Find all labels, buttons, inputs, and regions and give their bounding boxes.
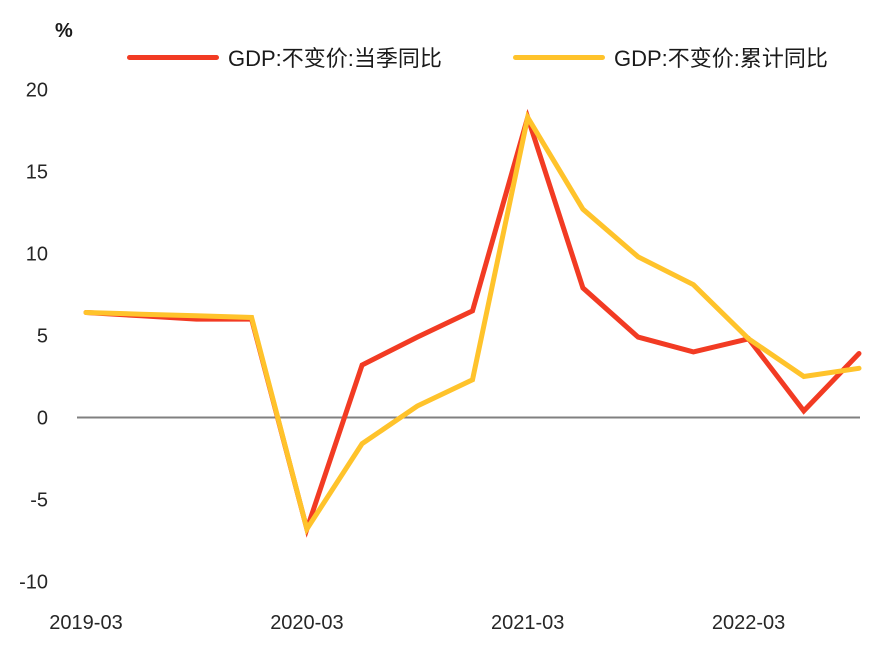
y-tick-label: -10 — [19, 572, 48, 594]
y-tick-label: -5 — [30, 490, 48, 512]
x-tick-label: 2022-03 — [712, 612, 785, 634]
y-tick-label: 0 — [37, 408, 48, 430]
series-line-0 — [83, 108, 862, 538]
legend-label-cumulative: GDP:不变价:累计同比 — [614, 46, 828, 71]
y-tick-label: 5 — [37, 326, 48, 348]
legend-swatch-quarterly-icon — [127, 54, 219, 60]
y-tick-label: 15 — [26, 162, 48, 184]
x-tick-label: 2020-03 — [270, 612, 343, 634]
legend-item-cumulative: GDP:不变价:累计同比 — [513, 44, 828, 71]
legend-swatch-cumulative-icon — [513, 54, 605, 60]
x-tick-label: 2019-03 — [49, 612, 122, 634]
y-axis-unit-label: % — [55, 20, 73, 42]
series-line-1 — [83, 110, 862, 536]
y-tick-label: 20 — [26, 80, 48, 102]
legend-item-quarterly: GDP:不变价:当季同比 — [127, 44, 442, 71]
x-tick-label: 2021-03 — [491, 612, 564, 634]
legend-label-quarterly: GDP:不变价:当季同比 — [228, 46, 442, 71]
y-tick-label: 10 — [26, 244, 48, 266]
